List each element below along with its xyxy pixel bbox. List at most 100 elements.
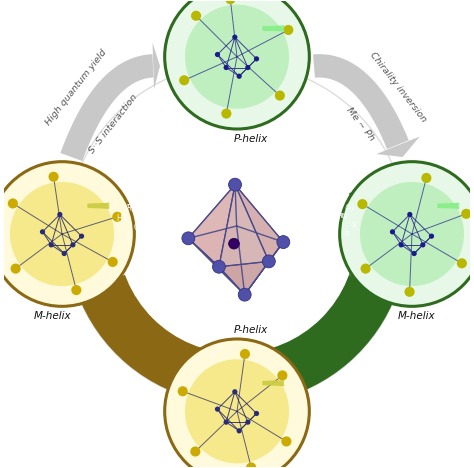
Text: Me ∼ Ph: Me ∼ Ph	[345, 106, 376, 143]
Circle shape	[404, 287, 415, 297]
Polygon shape	[188, 238, 245, 295]
Text: S: S	[268, 146, 273, 155]
Text: O: O	[133, 222, 139, 232]
Circle shape	[164, 0, 310, 129]
Text: P-helix: P-helix	[234, 134, 268, 144]
Circle shape	[190, 446, 201, 457]
Circle shape	[112, 212, 122, 222]
Text: Ph: Ph	[214, 316, 223, 322]
Circle shape	[191, 11, 201, 21]
Circle shape	[212, 260, 225, 273]
Circle shape	[254, 56, 259, 61]
Text: HN: HN	[247, 138, 259, 146]
Text: (S): (S)	[345, 204, 355, 210]
Circle shape	[228, 238, 239, 249]
Circle shape	[357, 199, 367, 209]
Circle shape	[79, 234, 84, 239]
Circle shape	[228, 178, 241, 191]
Circle shape	[48, 242, 54, 248]
Circle shape	[390, 229, 395, 234]
Circle shape	[240, 349, 250, 359]
Circle shape	[232, 389, 237, 395]
Circle shape	[237, 73, 242, 79]
Circle shape	[164, 339, 310, 468]
Circle shape	[282, 436, 292, 446]
Circle shape	[48, 172, 59, 182]
Text: S: S	[211, 353, 216, 359]
Circle shape	[263, 255, 275, 268]
Circle shape	[10, 263, 21, 274]
Circle shape	[67, 64, 407, 404]
Text: S: S	[345, 231, 349, 237]
Circle shape	[277, 370, 287, 380]
Text: S: S	[351, 222, 356, 227]
Text: HN: HN	[202, 336, 213, 342]
Polygon shape	[235, 185, 283, 262]
Text: M-helix: M-helix	[34, 311, 72, 321]
Circle shape	[340, 161, 474, 307]
Circle shape	[40, 229, 45, 234]
Polygon shape	[188, 185, 235, 267]
Text: S: S	[260, 155, 265, 164]
Circle shape	[215, 407, 220, 412]
Text: O: O	[217, 344, 223, 350]
Circle shape	[215, 52, 220, 57]
Circle shape	[8, 198, 18, 209]
Circle shape	[361, 263, 371, 274]
Text: HN: HN	[336, 213, 347, 219]
Circle shape	[411, 251, 417, 256]
Circle shape	[399, 242, 404, 248]
Circle shape	[0, 161, 134, 307]
Circle shape	[185, 359, 289, 463]
Text: (S): (S)	[257, 128, 268, 137]
Wedge shape	[237, 176, 407, 292]
Circle shape	[224, 419, 229, 425]
Text: (R): (R)	[124, 204, 135, 213]
Polygon shape	[188, 226, 245, 295]
Text: HN: HN	[116, 214, 128, 223]
Circle shape	[407, 212, 412, 217]
Circle shape	[254, 411, 259, 416]
Circle shape	[420, 242, 426, 248]
Polygon shape	[219, 262, 269, 295]
Wedge shape	[237, 234, 397, 401]
Text: Ph: Ph	[338, 194, 347, 200]
Circle shape	[246, 462, 256, 468]
Circle shape	[57, 212, 63, 217]
Circle shape	[178, 386, 188, 396]
Circle shape	[421, 173, 431, 183]
Polygon shape	[153, 43, 160, 89]
Wedge shape	[77, 234, 237, 402]
Circle shape	[238, 288, 251, 301]
Polygon shape	[245, 242, 283, 295]
Circle shape	[62, 251, 67, 256]
Text: M-helix: M-helix	[398, 311, 436, 321]
Circle shape	[360, 182, 464, 286]
Circle shape	[275, 90, 285, 101]
Circle shape	[71, 285, 82, 295]
Polygon shape	[376, 137, 420, 157]
Circle shape	[118, 115, 356, 353]
Text: (R): (R)	[210, 325, 220, 332]
Circle shape	[221, 109, 231, 118]
Circle shape	[179, 75, 189, 85]
Text: P-helix: P-helix	[234, 325, 268, 335]
Text: High quantum yield: High quantum yield	[44, 47, 108, 126]
Circle shape	[277, 235, 290, 249]
Circle shape	[283, 25, 293, 35]
Text: S··S interaction: S··S interaction	[88, 93, 139, 156]
Polygon shape	[237, 226, 283, 295]
Text: S: S	[126, 232, 130, 241]
Wedge shape	[208, 234, 273, 404]
Circle shape	[108, 257, 118, 267]
Circle shape	[461, 209, 471, 219]
Polygon shape	[188, 185, 237, 238]
Circle shape	[245, 65, 250, 70]
Circle shape	[10, 182, 114, 286]
Circle shape	[245, 419, 250, 425]
Circle shape	[429, 234, 434, 239]
Circle shape	[237, 428, 242, 433]
Circle shape	[185, 5, 289, 109]
Circle shape	[225, 0, 236, 4]
Text: Chirality inversion: Chirality inversion	[368, 51, 428, 124]
